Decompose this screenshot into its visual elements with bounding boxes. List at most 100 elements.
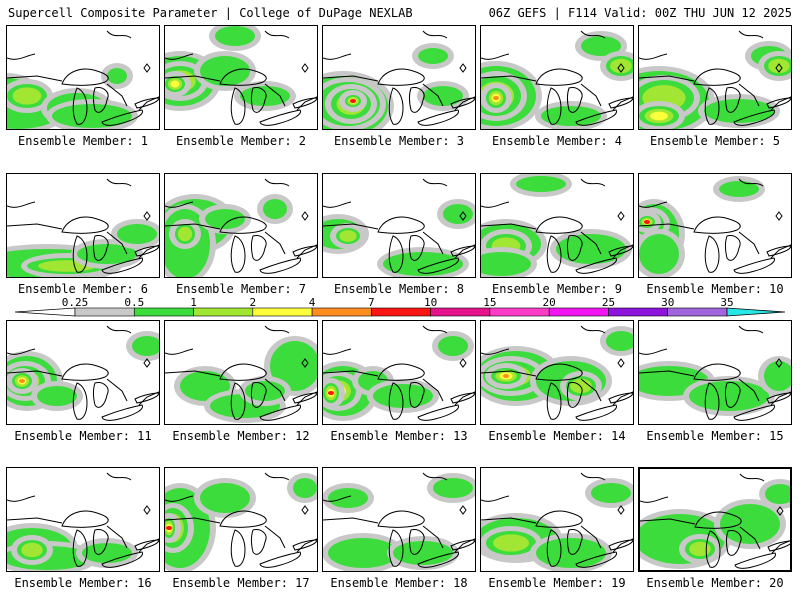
- scp-contour: [52, 104, 132, 128]
- colorbar-tick-label: 30: [661, 296, 674, 309]
- scp-contour: [328, 538, 398, 568]
- member-map: [639, 325, 791, 421]
- ensemble-member-panel[interactable]: [6, 173, 160, 278]
- colorbar-high-arrow: [726, 307, 786, 317]
- ensemble-member-panel[interactable]: [6, 25, 160, 130]
- border-line: [639, 370, 791, 406]
- scp-contour: [21, 542, 43, 558]
- member-caption: Ensemble Member: 4: [491, 134, 623, 148]
- lake-outline: [259, 551, 302, 568]
- lake-outline: [134, 392, 159, 404]
- ensemble-member-panel[interactable]: [480, 320, 634, 425]
- ensemble-member-panel[interactable]: [164, 467, 318, 572]
- lake-outline: [377, 216, 425, 234]
- member-caption: Ensemble Member: 6: [17, 282, 149, 296]
- colorbar-segment: [548, 307, 609, 317]
- member-map: [481, 472, 633, 571]
- colorbar-segment: [430, 307, 491, 317]
- lake-outline: [535, 363, 583, 381]
- colorbar-segment: [252, 307, 313, 317]
- scp-contour: [82, 543, 132, 563]
- scp-contour: [215, 26, 255, 46]
- ensemble-member-panel[interactable]: [164, 320, 318, 425]
- lake-outline: [251, 382, 267, 408]
- member-map: [323, 30, 475, 129]
- ensemble-member-panel[interactable]: [164, 173, 318, 278]
- lake-outline: [450, 392, 475, 404]
- border-line: [481, 517, 633, 553]
- lake-outline: [219, 510, 267, 528]
- scp-contour: [328, 391, 334, 395]
- lake-outline: [101, 257, 144, 274]
- scp-contour: [205, 209, 245, 229]
- ensemble-member-panel[interactable]: [480, 173, 634, 278]
- colorbar-segment: [608, 307, 669, 317]
- ensemble-member-panel[interactable]: [638, 25, 792, 130]
- lake-outline: [72, 382, 88, 420]
- coastline: [639, 30, 783, 73]
- lake-outline: [693, 216, 741, 234]
- ensemble-member-panel[interactable]: [638, 173, 792, 278]
- ensemble-member-panel[interactable]: [638, 320, 792, 425]
- scp-contour: [339, 230, 357, 242]
- scp-contour: [689, 541, 711, 557]
- scp-contour: [166, 526, 172, 530]
- lake-outline: [546, 235, 562, 273]
- scp-contour: [689, 381, 769, 411]
- border-line: [323, 75, 475, 111]
- coastline: [481, 472, 625, 515]
- ensemble-member-panel[interactable]: [164, 25, 318, 130]
- lake-outline: [704, 235, 720, 273]
- scp-contour: [107, 68, 127, 84]
- coastline: [7, 325, 151, 368]
- colorbar-tick-label: 10: [424, 296, 437, 309]
- scp-contour: [200, 483, 250, 513]
- ensemble-member-panel[interactable]: [322, 320, 476, 425]
- member-caption: Ensemble Member: 10: [646, 282, 784, 296]
- coastline: [165, 30, 309, 73]
- member-map: [165, 472, 317, 571]
- colorbar-tick-label: 25: [602, 296, 615, 309]
- colorbar-tick-label: 15: [483, 296, 496, 309]
- ensemble-member-panel[interactable]: [322, 467, 476, 572]
- ensemble-member-panel[interactable]: [6, 467, 160, 572]
- scp-contour: [556, 234, 626, 264]
- lake-outline: [219, 216, 267, 234]
- lake-outline: [733, 109, 776, 126]
- border-line: [7, 223, 159, 259]
- lake-outline: [377, 363, 425, 381]
- member-caption: Ensemble Member: 16: [14, 576, 152, 590]
- coastline: [323, 178, 467, 221]
- lake-outline: [134, 97, 159, 109]
- ensemble-member-panel[interactable]: [480, 25, 634, 130]
- member-map: [323, 472, 475, 571]
- lake-outline: [546, 529, 562, 567]
- ensemble-member-panel[interactable]: [6, 320, 160, 425]
- member-map: [165, 178, 317, 277]
- lake-outline: [726, 530, 742, 556]
- colorbar-tick-label: 7: [368, 296, 375, 309]
- member-caption: Ensemble Member: 11: [14, 429, 152, 443]
- coastline: [639, 325, 783, 368]
- border-line: [7, 75, 159, 111]
- member-map: [7, 178, 159, 277]
- ensemble-member-panel[interactable]: [322, 25, 476, 130]
- ensemble-member-panel[interactable]: [480, 467, 634, 572]
- scp-contour: [19, 379, 25, 383]
- lake-outline: [93, 87, 109, 113]
- lake-outline: [61, 363, 109, 381]
- ensemble-member-panel[interactable]: [322, 173, 476, 278]
- lake-outline: [93, 382, 109, 408]
- coastline: [640, 473, 784, 516]
- colorbar-segment: [74, 307, 135, 317]
- lake-outline: [251, 235, 267, 261]
- coastline: [481, 325, 625, 368]
- lake-outline: [61, 68, 109, 86]
- scp-contour: [240, 86, 290, 106]
- ensemble-member-panel[interactable]: [638, 467, 792, 572]
- lake-outline: [417, 404, 460, 421]
- scp-contour: [245, 381, 285, 401]
- lake-outline: [219, 68, 267, 86]
- scp-contour: [393, 541, 453, 565]
- lake-outline: [704, 382, 720, 420]
